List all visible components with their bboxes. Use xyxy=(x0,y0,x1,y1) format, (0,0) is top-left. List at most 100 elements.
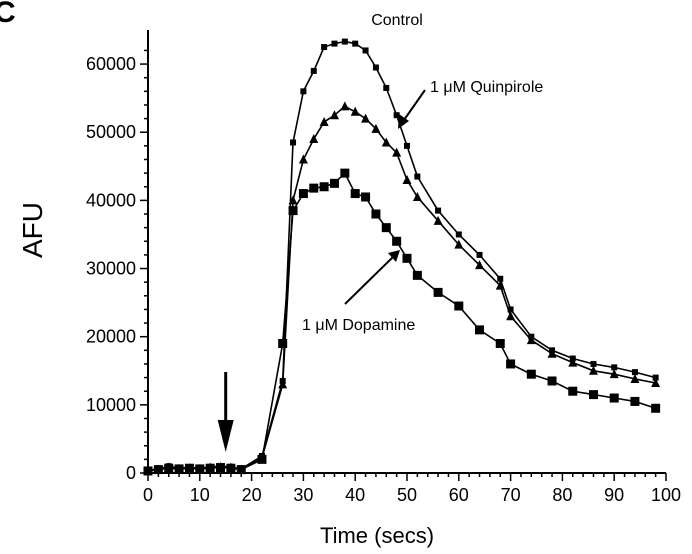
y-axis-title: AFU xyxy=(17,202,48,258)
data-point xyxy=(381,137,391,147)
x-axis: 0 10 20 30 40 50 60 70 80 90 100 xyxy=(143,472,681,505)
annotation-arrow-dopamine xyxy=(344,250,400,305)
data-point xyxy=(412,191,422,201)
data-point xyxy=(350,189,360,199)
y-tick-label: 20000 xyxy=(86,327,136,347)
data-point xyxy=(590,360,597,367)
data-point xyxy=(402,174,412,184)
data-point xyxy=(588,365,598,375)
data-point xyxy=(435,207,442,214)
x-tick-label: 90 xyxy=(604,485,624,505)
y-axis: 0 10000 20000 30000 40000 50000 60000 xyxy=(86,30,149,483)
stimulus-arrow-head xyxy=(217,420,234,452)
series-line xyxy=(147,40,656,472)
data-point xyxy=(174,464,184,474)
data-point xyxy=(164,463,174,473)
annotation-quinpirole: 1 μM Quinpirole xyxy=(430,79,543,96)
data-point xyxy=(329,110,339,120)
x-tick-label: 10 xyxy=(190,485,210,505)
data-point xyxy=(495,280,505,290)
data-point xyxy=(361,113,371,123)
data-point xyxy=(361,192,371,202)
data-point xyxy=(321,44,328,51)
series-2 xyxy=(143,101,661,475)
data-point xyxy=(226,463,236,473)
y-tick-label: 0 xyxy=(126,463,136,483)
x-tick-label: 100 xyxy=(651,485,681,505)
data-point xyxy=(609,369,619,379)
annotation-arrow-quinpirole xyxy=(398,89,426,129)
data-point xyxy=(362,47,369,54)
data-point xyxy=(205,463,215,473)
data-point xyxy=(475,325,485,335)
data-point xyxy=(143,466,153,476)
data-point xyxy=(404,142,410,149)
data-point xyxy=(476,251,483,258)
x-tick-label: 40 xyxy=(345,485,365,505)
data-point xyxy=(300,88,307,95)
data-point xyxy=(454,239,464,249)
data-point xyxy=(475,260,485,270)
data-point xyxy=(216,463,226,473)
data-point xyxy=(278,379,288,389)
x-tick-label: 50 xyxy=(397,485,417,505)
x-tick-label: 20 xyxy=(242,485,262,505)
data-point xyxy=(371,209,381,219)
data-point xyxy=(414,173,421,180)
data-point xyxy=(257,454,267,464)
data-point xyxy=(630,373,640,383)
data-point xyxy=(454,301,464,311)
y-tick-label: 40000 xyxy=(86,190,136,210)
data-point xyxy=(506,311,516,321)
series-1 xyxy=(145,38,659,474)
data-point xyxy=(288,195,298,205)
stimulus-arrow xyxy=(217,372,234,452)
data-point xyxy=(392,236,402,246)
data-point xyxy=(433,287,443,297)
data-point xyxy=(372,64,379,71)
data-point xyxy=(340,101,350,111)
data-point xyxy=(319,117,329,127)
data-point xyxy=(433,215,443,225)
data-point xyxy=(526,369,536,379)
data-point xyxy=(412,270,422,280)
data-point xyxy=(631,369,638,376)
data-point xyxy=(402,253,412,263)
data-point xyxy=(588,390,598,400)
x-tick-label: 80 xyxy=(552,485,572,505)
x-tick-label: 70 xyxy=(501,485,521,505)
data-point xyxy=(153,465,163,475)
data-point xyxy=(310,67,317,74)
data-point xyxy=(568,386,578,396)
data-point xyxy=(497,275,504,282)
data-point xyxy=(236,465,246,475)
data-point xyxy=(495,339,505,349)
data-point xyxy=(392,147,402,157)
data-point xyxy=(630,396,640,406)
y-tick-label: 50000 xyxy=(86,122,136,142)
data-point xyxy=(506,359,516,369)
data-point xyxy=(184,463,194,473)
data-point xyxy=(329,178,339,188)
x-tick-label: 0 xyxy=(143,485,153,505)
data-point xyxy=(288,206,298,216)
data-point xyxy=(651,403,661,413)
annotation-control: Control xyxy=(371,12,423,29)
series-line xyxy=(147,105,656,472)
data-point xyxy=(309,134,319,144)
data-point xyxy=(195,464,205,474)
data-point xyxy=(331,40,338,47)
y-tick-label: 10000 xyxy=(86,395,136,415)
data-point xyxy=(611,364,618,371)
x-tick-label: 30 xyxy=(293,485,313,505)
data-point xyxy=(341,38,348,45)
data-point xyxy=(309,183,319,193)
data-point xyxy=(652,374,659,381)
data-point xyxy=(381,223,391,233)
data-point xyxy=(352,40,359,47)
data-point xyxy=(278,339,288,349)
data-point xyxy=(340,168,350,178)
series-layer xyxy=(143,38,661,476)
data-point xyxy=(290,139,297,146)
